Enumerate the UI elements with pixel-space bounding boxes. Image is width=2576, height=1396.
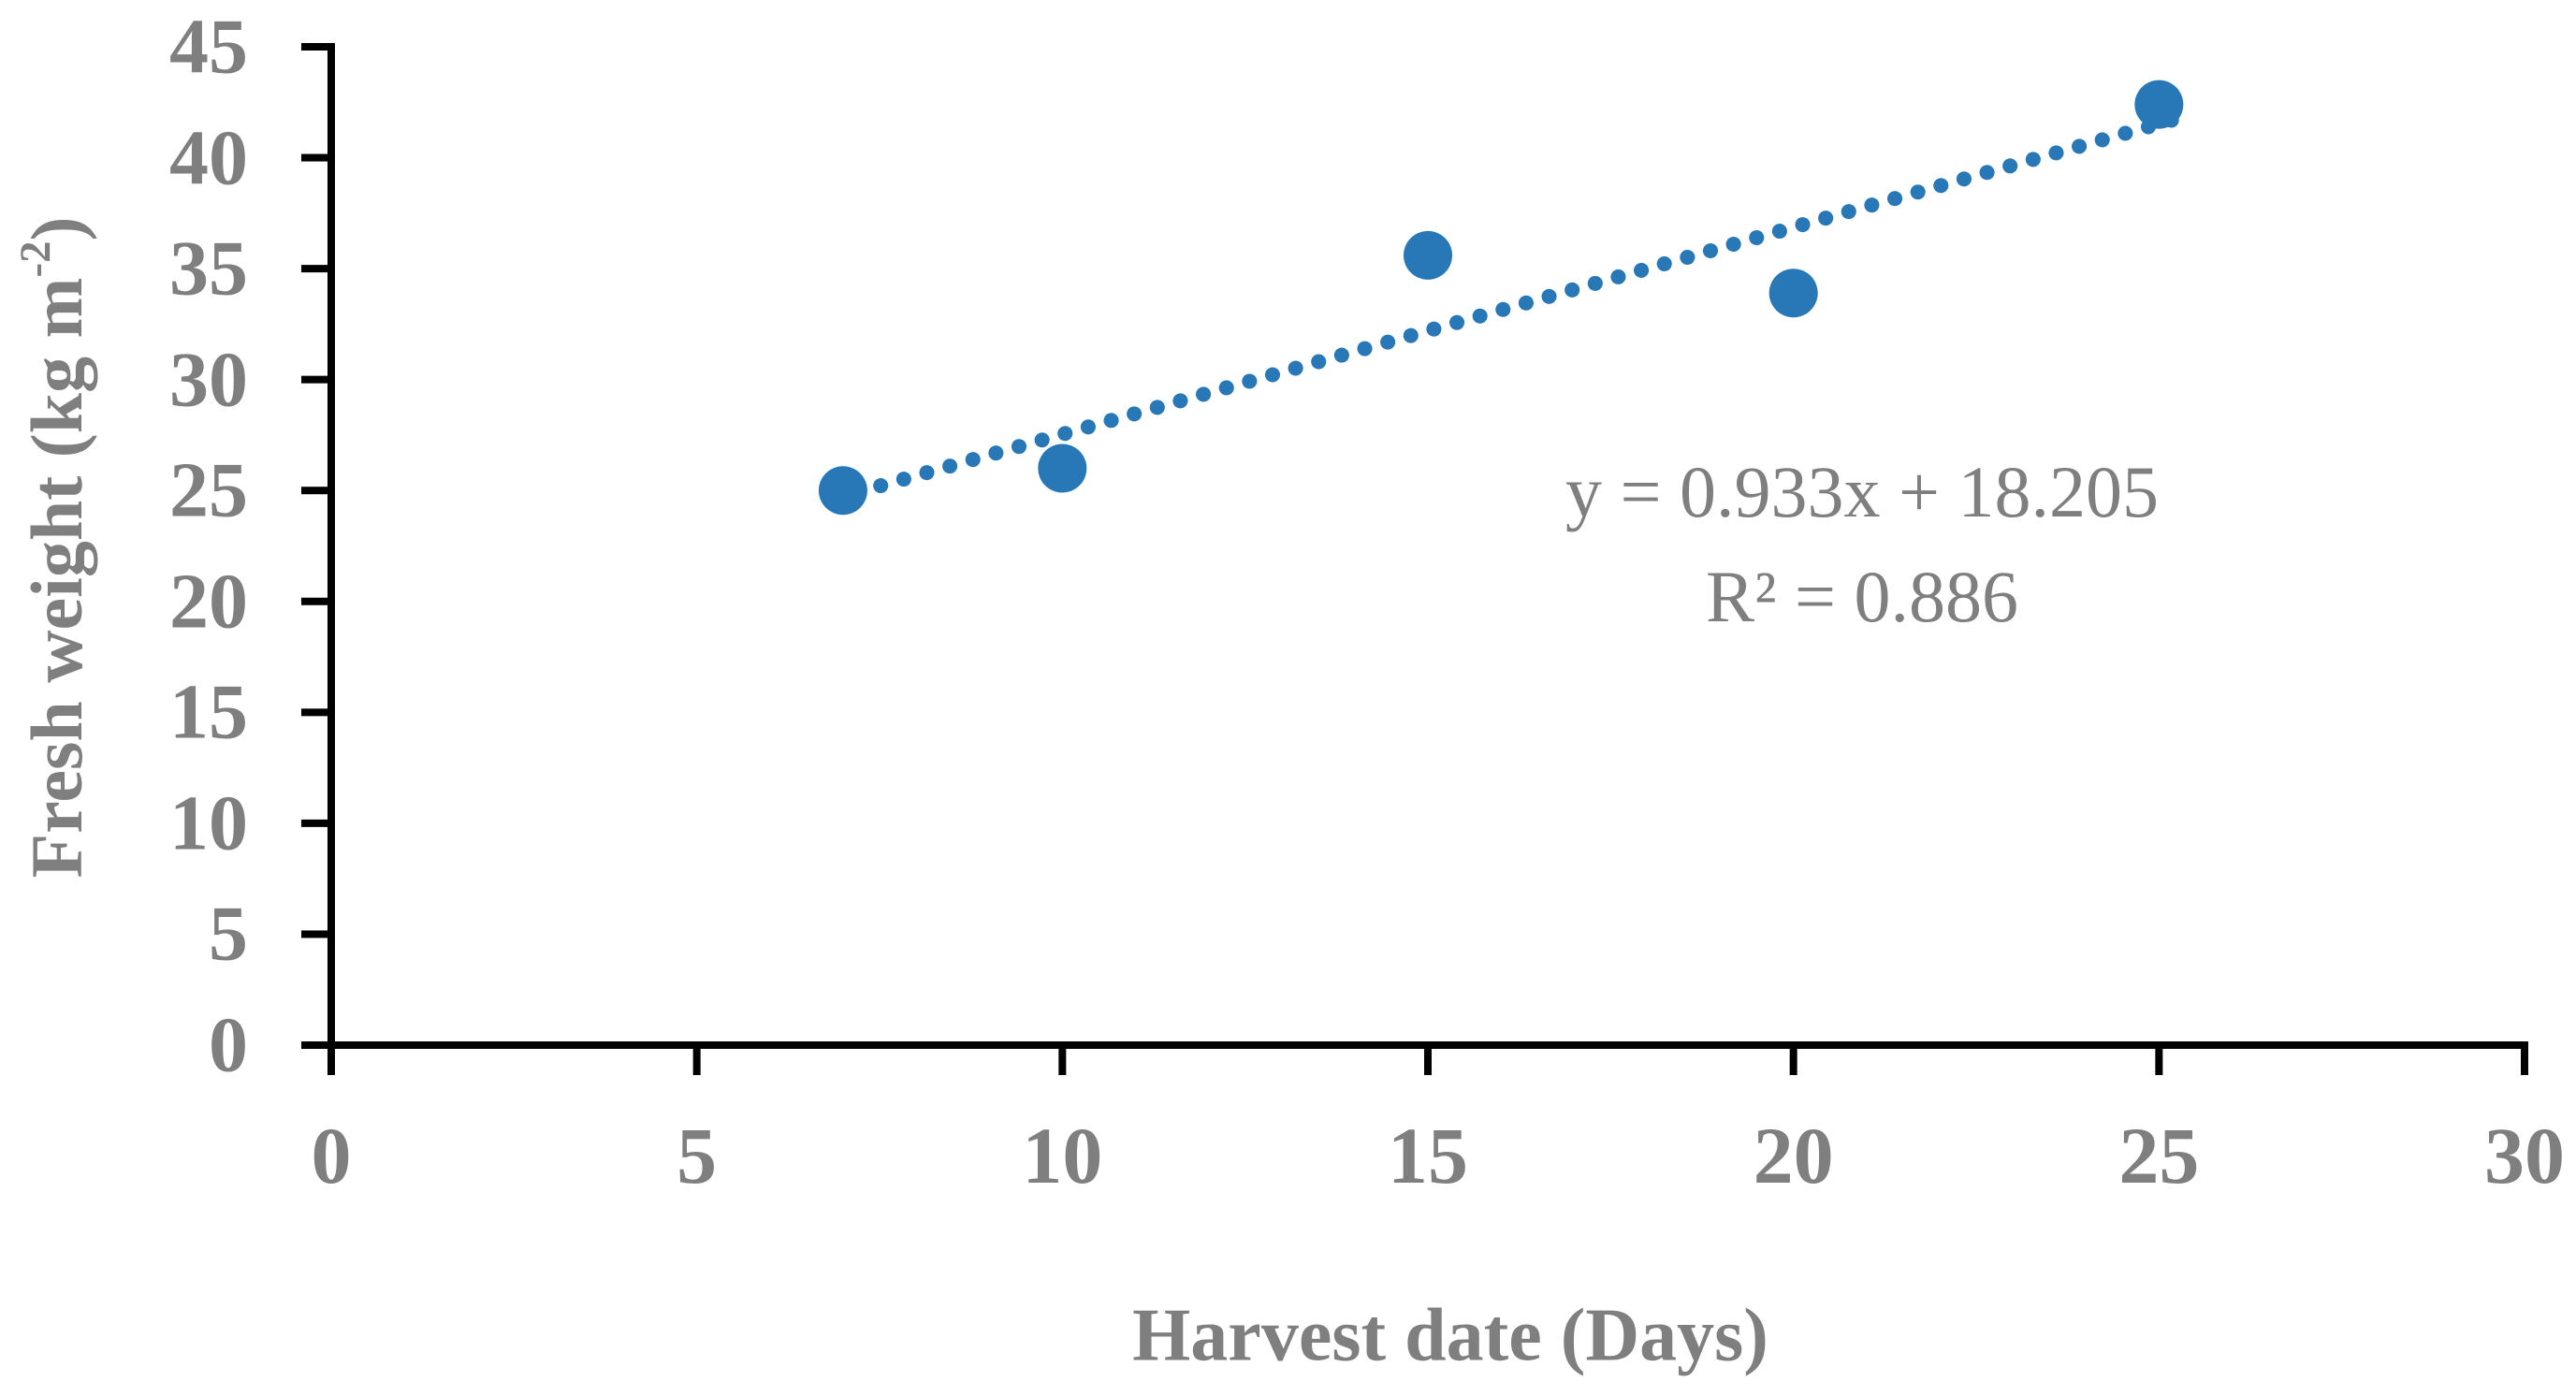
trendline-annotation: y = 0.933x + 18.205 R² = 0.886 — [1565, 440, 2159, 649]
y-tick-mark — [301, 819, 327, 827]
y-tick-label: 45 — [169, 3, 248, 91]
y-tick-mark — [301, 708, 327, 717]
x-tick-label: 30 — [2484, 1111, 2565, 1200]
data-point-marker — [818, 466, 867, 516]
y-tick-mark — [301, 265, 327, 273]
x-tick-mark — [692, 1049, 701, 1075]
y-tick-label: 30 — [169, 336, 248, 424]
trendline-equation: y = 0.933x + 18.205 — [1565, 451, 2159, 532]
data-point-marker — [1038, 444, 1087, 493]
y-tick-mark — [301, 930, 327, 938]
y-tick-mark — [301, 43, 327, 51]
x-tick-label: 5 — [677, 1111, 718, 1200]
x-tick-mark — [1424, 1049, 1432, 1075]
y-tick-label: 40 — [169, 114, 248, 202]
x-tick-label: 10 — [1022, 1111, 1103, 1200]
data-point-marker — [1404, 230, 1452, 280]
y-tick-mark — [301, 153, 327, 162]
x-tick-mark — [1789, 1049, 1797, 1075]
x-tick-label: 15 — [1388, 1111, 1468, 1200]
x-tick-mark — [1058, 1049, 1067, 1075]
trendline-dotted — [850, 109, 2189, 501]
x-tick-label: 20 — [1753, 1111, 1834, 1200]
y-tick-mark — [301, 375, 327, 384]
data-point-marker — [2134, 80, 2184, 129]
y-tick-label: 25 — [169, 446, 248, 534]
r-squared-label: R² = 0.886 — [1706, 556, 2018, 637]
x-axis-line — [301, 1041, 2528, 1049]
x-tick-mark — [2155, 1049, 2163, 1075]
x-axis-title: Harvest date (Days) — [1132, 1294, 1768, 1377]
y-tick-label: 0 — [209, 1001, 248, 1089]
y-tick-label: 15 — [169, 668, 248, 756]
y-tick-mark — [301, 487, 327, 495]
x-tick-mark — [2521, 1049, 2528, 1075]
y-tick-mark — [301, 1041, 327, 1049]
y-tick-label: 20 — [169, 558, 248, 646]
y-tick-label: 35 — [169, 225, 248, 313]
x-tick-label: 0 — [311, 1111, 352, 1200]
data-point-marker — [1768, 269, 1818, 318]
y-tick-mark — [301, 597, 327, 605]
x-tick-mark — [327, 1049, 335, 1075]
y-axis-line — [327, 43, 335, 1075]
y-tick-label: 5 — [209, 890, 248, 978]
x-tick-label: 25 — [2118, 1111, 2200, 1200]
y-tick-label: 10 — [169, 779, 248, 867]
